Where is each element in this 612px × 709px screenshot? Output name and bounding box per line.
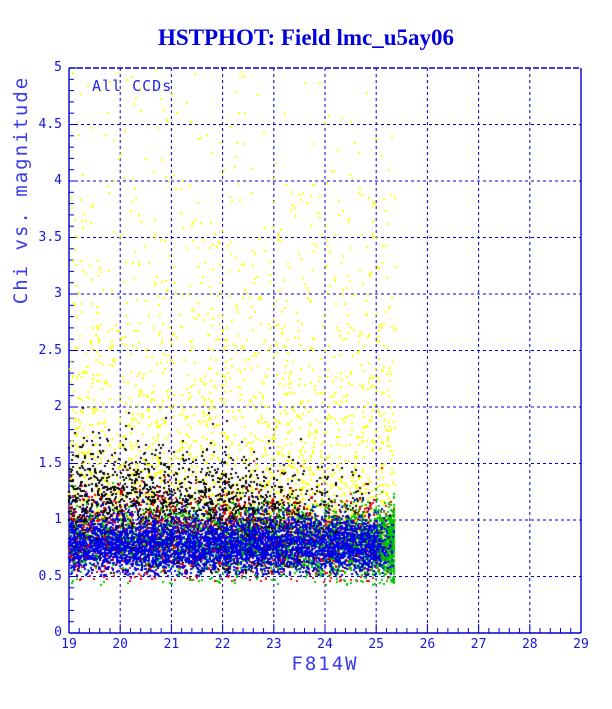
x-tick-label-27: 27 bbox=[470, 637, 487, 652]
page-title: HSTPHOT: Field lmc_u5ay06 bbox=[157, 25, 455, 50]
y-tick-label-0.5: 0.5 bbox=[38, 568, 62, 584]
x-tick-label-25: 25 bbox=[368, 637, 385, 652]
annotation-all-ccds: All CCDs bbox=[92, 77, 173, 95]
x-tick-label-26: 26 bbox=[419, 637, 436, 652]
y-tick-label-3: 3 bbox=[54, 286, 62, 301]
x-tick-label-29: 29 bbox=[573, 637, 589, 652]
y-tick-label-1: 1 bbox=[54, 512, 62, 527]
y-tick-label-4.5: 4.5 bbox=[38, 116, 62, 132]
y-tick-label-5: 5 bbox=[54, 60, 62, 75]
y-tick-label-1.5: 1.5 bbox=[38, 455, 62, 471]
x-tick-label-24: 24 bbox=[317, 637, 333, 652]
y-tick-label-2: 2 bbox=[54, 399, 62, 414]
y-tick-label-3.5: 3.5 bbox=[38, 229, 62, 245]
x-tick-label-19: 19 bbox=[61, 637, 77, 652]
y-axis-label: Chi vs. magnitude bbox=[10, 75, 32, 305]
x-tick-label-21: 21 bbox=[163, 637, 180, 652]
x-axis-label: F814W bbox=[291, 653, 359, 675]
x-tick-label-28: 28 bbox=[521, 637, 538, 652]
y-tick-label-4: 4 bbox=[54, 173, 62, 188]
x-tick-label-23: 23 bbox=[265, 637, 282, 652]
y-tick-label-0: 0 bbox=[54, 625, 62, 640]
x-tick-label-20: 20 bbox=[112, 637, 129, 652]
y-tick-label-2.5: 2.5 bbox=[38, 342, 62, 358]
x-tick-label-22: 22 bbox=[214, 637, 231, 652]
